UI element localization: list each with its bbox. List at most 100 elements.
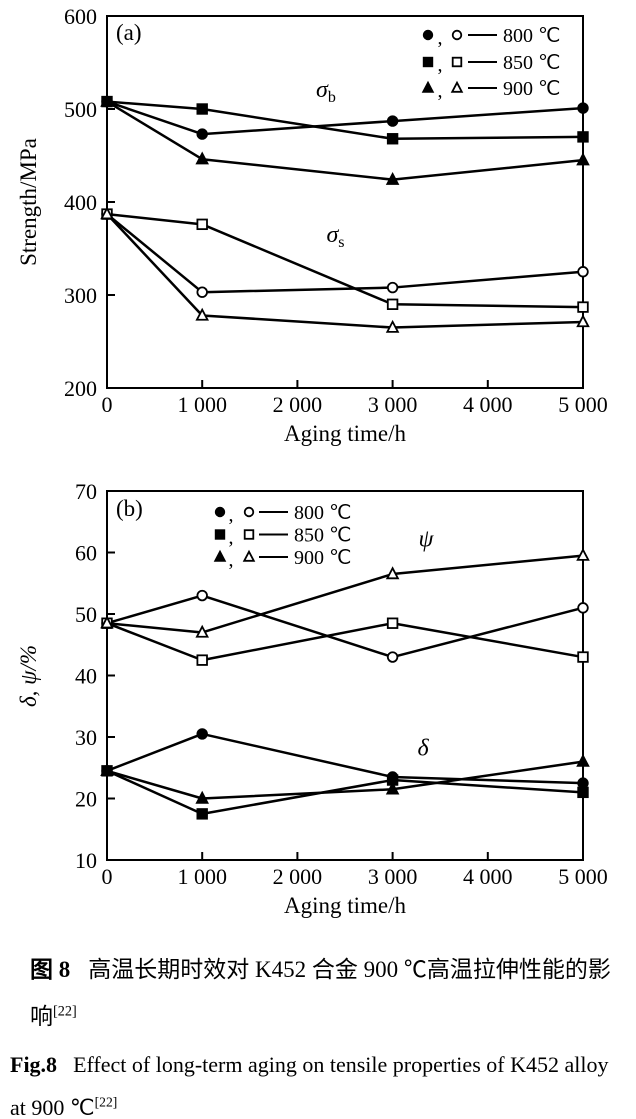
data-point-delta-900-C-filled-triangle-marker — [195, 790, 209, 804]
x-tick-label: 5 000 — [558, 864, 608, 889]
data-point-sigma-s-850-C-open-square-marker — [196, 218, 208, 231]
legend-open-circle-marker — [451, 29, 463, 41]
curve-group-label: δ — [417, 735, 429, 761]
x-tick-label: 3 000 — [368, 392, 418, 417]
series-line-sigma-b-850-C — [106, 100, 584, 141]
y-axis-title: Strength/MPa — [16, 138, 41, 266]
data-point-sigma-b-900-C-filled-triangle-marker — [100, 93, 114, 107]
x-tick-label: 2 000 — [273, 864, 323, 889]
y-tick-label: 60 — [75, 541, 97, 566]
legend-open-square-marker — [243, 529, 255, 540]
data-point-sigma-s-900-C-open-triangle-marker — [195, 307, 209, 321]
legend-label: 800 ℃ — [503, 25, 560, 47]
data-point-psi-800-C-open-circle-marker — [196, 589, 208, 602]
data-point-delta-800-C-filled-circle-marker — [577, 777, 589, 789]
y-tick-label: 600 — [64, 4, 97, 29]
legend-comma: , — [438, 80, 443, 102]
x-tick-label: 1 000 — [177, 392, 227, 417]
data-point-sigma-b-850-C-filled-square-marker — [577, 131, 589, 143]
y-tick-label: 70 — [75, 479, 97, 504]
data-point-sigma-s-900-C-open-triangle-marker — [576, 314, 590, 328]
legend-comma: , — [229, 527, 234, 549]
data-point-psi-850-C-open-square-marker — [577, 651, 589, 663]
data-point-delta-850-C-filled-square-marker — [577, 786, 589, 799]
data-point-psi-800-C-open-circle-marker — [386, 651, 399, 663]
legend-open-triangle-marker — [242, 549, 256, 562]
data-point-sigma-s-900-C-open-triangle-marker — [385, 319, 400, 333]
y-tick-label: 400 — [64, 190, 97, 215]
legend-comma: , — [438, 27, 443, 49]
data-point-psi-900-C-open-triangle-marker — [385, 566, 400, 580]
data-point-sigma-b-800-C-filled-circle-marker — [386, 115, 399, 127]
data-point-psi-900-C-open-triangle-marker — [100, 615, 114, 629]
data-point-psi-900-C-open-triangle-marker — [195, 624, 209, 638]
chart-b-ductility-vs-aging-time: 0 1 000 2 000 3 000 4 000 5 000 10 20 30 40 50 60 70… — [16, 479, 608, 918]
legend-comma: , — [229, 549, 234, 571]
data-point-delta-850-C-filled-square-marker — [196, 808, 208, 820]
legend-open-square-marker — [451, 56, 463, 68]
curve-group-label: σs — [326, 222, 344, 251]
data-point-delta-900-C-filled-triangle-marker — [576, 753, 590, 767]
chart-a-strength-vs-aging-time: 0 1 000 2 000 3 000 4 000 5 000 200 300 400 500 60… — [16, 4, 608, 446]
data-point-sigma-s-850-C-open-square-marker — [386, 298, 399, 311]
x-tick-label: 0 — [102, 864, 113, 889]
y-tick-label: 300 — [64, 283, 97, 308]
series-line-psi-850-C — [106, 621, 584, 662]
panel-label: (b) — [116, 496, 143, 521]
y-axis-title: δ, ψ/% — [16, 645, 41, 707]
caption-cn-number: 图 8 — [30, 957, 71, 982]
data-point-sigma-b-900-C-filled-triangle-marker — [385, 171, 400, 185]
caption-en-reference: [22] — [94, 1094, 118, 1110]
x-tick-label: 4 000 — [463, 392, 513, 417]
series-line-sigma-b-800-C — [106, 100, 584, 136]
data-point-sigma-s-800-C-open-circle-marker — [577, 266, 589, 278]
series-line-sigma-b-900-C — [106, 100, 584, 181]
caption-english: Fig.8 Effect of long-term aging on tensil… — [10, 1044, 622, 1119]
data-point-sigma-b-850-C-filled-square-marker — [196, 103, 208, 115]
series-line-psi-800-C — [106, 594, 584, 659]
legend-open-triangle-marker — [450, 80, 464, 93]
series-line-sigma-s-800-C — [106, 213, 584, 294]
caption-chinese: 图 8 高温长期时效对 K452 合金 900 ℃高温拉伸性能的影响[22] — [30, 946, 622, 1040]
legend-label: 850 ℃ — [294, 525, 351, 547]
legend-filled-square-marker — [422, 56, 434, 68]
data-point-delta-900-C-filled-triangle-marker — [385, 781, 400, 795]
legend-filled-triangle-marker — [213, 549, 227, 562]
series-line-delta-900-C — [106, 760, 584, 800]
y-tick-label: 30 — [75, 725, 97, 750]
data-point-sigma-b-900-C-filled-triangle-marker — [576, 152, 590, 166]
legend-label: 900 ℃ — [503, 78, 560, 100]
y-tick-label: 20 — [75, 787, 97, 812]
legend-label: 900 ℃ — [294, 547, 351, 569]
legend-comma: , — [438, 54, 443, 76]
panel-label: (a) — [116, 20, 142, 45]
legend-filled-triangle-marker — [421, 80, 435, 93]
y-tick-label: 500 — [64, 97, 97, 122]
legend-comma: , — [229, 504, 234, 526]
legend-filled-square-marker — [214, 529, 226, 540]
x-axis-title: Aging time/h — [284, 421, 407, 446]
series-line-sigma-s-900-C — [106, 213, 584, 329]
y-tick-label: 10 — [75, 848, 97, 873]
caption-en-number: Fig.8 — [10, 1052, 58, 1078]
x-tick-label: 1 000 — [177, 864, 227, 889]
data-point-sigma-b-800-C-filled-circle-marker — [196, 128, 208, 140]
curve-group-label: ψ — [418, 526, 434, 552]
data-point-psi-900-C-open-triangle-marker — [576, 547, 590, 561]
caption-en-text: Effect of long-term aging on tensile pro… — [10, 1052, 609, 1119]
y-tick-label: 200 — [64, 376, 97, 401]
y-tick-label: 50 — [75, 602, 97, 627]
figure-captions: 图 8 高温长期时效对 K452 合金 900 ℃高温拉伸性能的影响[22] Fi… — [10, 946, 622, 1119]
data-point-sigma-s-900-C-open-triangle-marker — [100, 206, 114, 220]
data-point-sigma-b-800-C-filled-circle-marker — [577, 102, 589, 114]
x-tick-label: 5 000 — [558, 392, 608, 417]
data-point-sigma-b-850-C-filled-square-marker — [386, 133, 399, 145]
series-line-psi-900-C — [106, 554, 584, 634]
data-point-delta-900-C-filled-triangle-marker — [100, 763, 114, 777]
legend-open-circle-marker — [243, 506, 255, 518]
legend-filled-circle-marker — [422, 29, 434, 41]
x-tick-label: 4 000 — [463, 864, 513, 889]
data-point-psi-850-C-open-square-marker — [386, 617, 399, 629]
series-line-delta-850-C — [106, 769, 584, 816]
